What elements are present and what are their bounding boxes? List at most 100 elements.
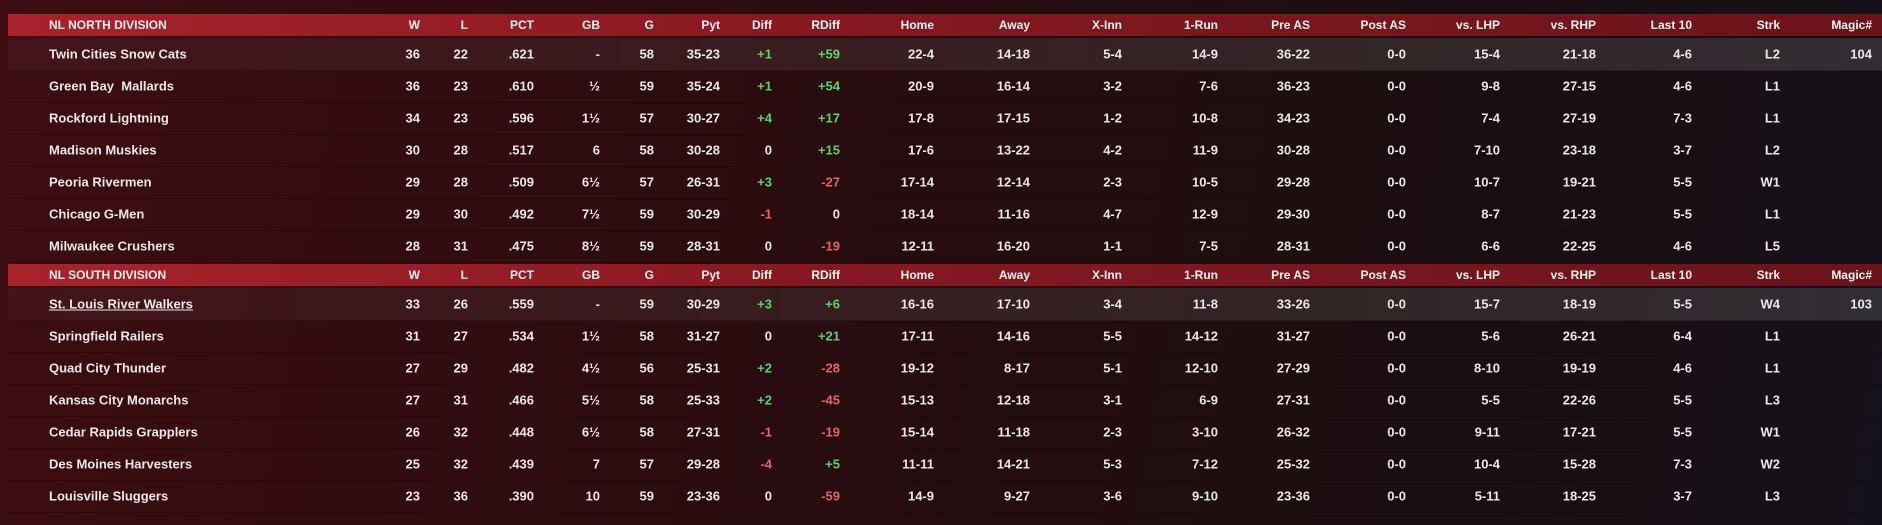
stat-cell: 4½	[581, 360, 600, 376]
stat-cell: 29	[453, 360, 468, 376]
stat-cell: .492	[508, 206, 534, 222]
stat-cell: 58	[639, 424, 654, 440]
stat-cell: 5-4	[1103, 46, 1122, 62]
stat-cell: 5-3	[1103, 456, 1122, 472]
stat-cell: 25	[405, 456, 420, 472]
column-header: Away	[998, 18, 1030, 32]
column-header: X-Inn	[1092, 18, 1122, 32]
stat-cell: 6-9	[1199, 392, 1218, 408]
stat-cell: 59	[639, 206, 654, 222]
stat-cell: +3	[757, 296, 772, 312]
team-row[interactable]: Milwaukee Crushers 28 31 .475 8½ 59 28-31 0 -19 1…	[8, 230, 1882, 263]
division-title: NL NORTH DIVISION	[49, 18, 167, 32]
stat-cell: 31-27	[1276, 328, 1310, 344]
stat-cell: 15-7	[1473, 296, 1500, 312]
stat-cell: -	[595, 296, 600, 312]
team-row[interactable]: Chicago G-Men 29 30 .492 7½ 59 30-29 -1 0 18-14 11…	[8, 198, 1882, 231]
stat-cell: 2-3	[1103, 424, 1122, 440]
column-header: Pre AS	[1271, 268, 1310, 282]
stat-cell: 33-26	[1276, 296, 1310, 312]
stat-cell: .390	[508, 488, 534, 504]
stat-cell: 5-5	[1673, 424, 1692, 440]
stat-cell: 35-24	[686, 78, 720, 94]
stat-cell: 19-12	[900, 360, 934, 376]
column-header: vs. LHP	[1455, 268, 1500, 282]
stat-cell: 36-23	[1276, 78, 1310, 94]
team-row[interactable]: Des Moines Harvesters 25 32 .439 7 57 29-28 -4 +…	[8, 448, 1882, 481]
stat-cell: 33	[405, 296, 420, 312]
stat-cell: 11-16	[997, 206, 1030, 222]
stat-cell: 1½	[581, 110, 600, 126]
stat-cell: 17-6	[907, 142, 934, 158]
stat-cell: 30-27	[686, 110, 720, 126]
team-row[interactable]: Kansas City Monarchs 27 31 .466 5½ 58 25-33 +2 -…	[8, 384, 1882, 417]
stat-cell: 4-6	[1673, 238, 1692, 254]
column-header: Home	[900, 18, 934, 32]
stat-cell: 11-11	[902, 456, 934, 472]
team-row[interactable]: Cedar Rapids Grapplers 26 32 .448 6½ 58 27-31 -…	[8, 416, 1882, 449]
stat-cell: W4	[1760, 296, 1781, 312]
stat-cell: 27-15	[1562, 78, 1596, 94]
team-row[interactable]: Twin Cities Snow Cats 36 22 .621 - 58 35-23 +1 +…	[8, 38, 1882, 71]
stat-cell: 27-19	[1562, 110, 1596, 126]
stat-cell: 26	[405, 424, 420, 440]
team-name[interactable]: St. Louis River Walkers	[49, 296, 194, 312]
stat-cell: 28-31	[686, 238, 720, 254]
stat-cell: 12-9	[1191, 206, 1218, 222]
team-row[interactable]: Springfield Railers 31 27 .534 1½ 58 31-27 0 +21…	[8, 320, 1882, 353]
column-header: Strk	[1756, 18, 1780, 32]
column-header: W	[408, 268, 420, 282]
stat-cell: 23-18	[1562, 142, 1596, 158]
stat-cell: 14-18	[996, 46, 1030, 62]
team-row[interactable]: Peoria Rivermen 29 28 .509 6½ 57 26-31 +3 -27 17-…	[8, 166, 1882, 199]
stat-cell: 30-29	[686, 206, 720, 222]
column-header: G	[644, 268, 654, 282]
stat-cell: 8-7	[1481, 206, 1500, 222]
stat-cell: 57	[639, 174, 654, 190]
stat-cell: 3-2	[1103, 78, 1122, 94]
column-header: L	[460, 18, 468, 32]
stat-cell: 10-5	[1191, 174, 1218, 190]
stat-cell: 12-11	[901, 238, 934, 254]
stat-cell: 3-7	[1673, 488, 1692, 504]
column-header: RDiff	[811, 18, 840, 32]
stat-cell: 12-10	[1184, 360, 1218, 376]
stat-cell: 7-4	[1481, 110, 1500, 126]
stat-cell: 104	[1850, 46, 1872, 62]
team-row[interactable]: St. Louis River Walkers 33 26 .559 - 59 30-29 +…	[8, 288, 1882, 321]
stat-cell: 15-28	[1562, 456, 1596, 472]
stat-cell: 0-0	[1387, 456, 1406, 472]
stat-cell: 1-1	[1103, 238, 1122, 254]
stat-cell: 10-7	[1473, 174, 1500, 190]
column-header: Away	[998, 268, 1030, 282]
stat-cell: 58	[639, 392, 654, 408]
stat-cell: 0-0	[1387, 142, 1406, 158]
stat-cell: 27-31	[1276, 392, 1310, 408]
stat-cell: 22-4	[907, 46, 934, 62]
stat-cell: 26	[453, 296, 468, 312]
stat-cell: .439	[508, 456, 534, 472]
stat-cell: 31	[405, 328, 420, 344]
stat-cell: 58	[639, 46, 654, 62]
stat-cell: 0-0	[1387, 360, 1406, 376]
column-header: Post AS	[1360, 268, 1406, 282]
column-header: Diff	[752, 268, 772, 282]
stat-cell: 0	[764, 238, 772, 254]
stat-cell: 7½	[581, 206, 600, 222]
team-row[interactable]: Louisville Sluggers 23 36 .390 10 59 23-36 0 -59…	[8, 480, 1882, 513]
team-row[interactable]: Madison Muskies 30 28 .517 6 58 30-28 0 +15 17-6 1…	[8, 134, 1882, 167]
stat-cell: 29	[405, 174, 420, 190]
team-row[interactable]: Green Bay Mallards 36 23 .610 ½ 59 35-24 +1 +54 2…	[8, 70, 1882, 103]
stat-cell: 29-30	[1276, 206, 1310, 222]
stat-cell: 0-0	[1387, 110, 1406, 126]
stat-cell: +6	[825, 296, 840, 312]
stat-cell: 30-29	[686, 296, 720, 312]
stat-cell: 0	[764, 488, 772, 504]
stat-cell: 28	[453, 142, 468, 158]
team-row[interactable]: Quad City Thunder 27 29 .482 4½ 56 25-31 +2 -28 1…	[8, 352, 1882, 385]
team-row[interactable]: Rockford Lightning 34 23 .596 1½ 57 30-27 +4 +17…	[8, 102, 1882, 135]
stat-cell: 18-25	[1562, 488, 1596, 504]
stat-cell: .610	[508, 78, 534, 94]
stat-cell: +5	[825, 456, 840, 472]
team-name: Des Moines Harvesters	[49, 456, 193, 472]
